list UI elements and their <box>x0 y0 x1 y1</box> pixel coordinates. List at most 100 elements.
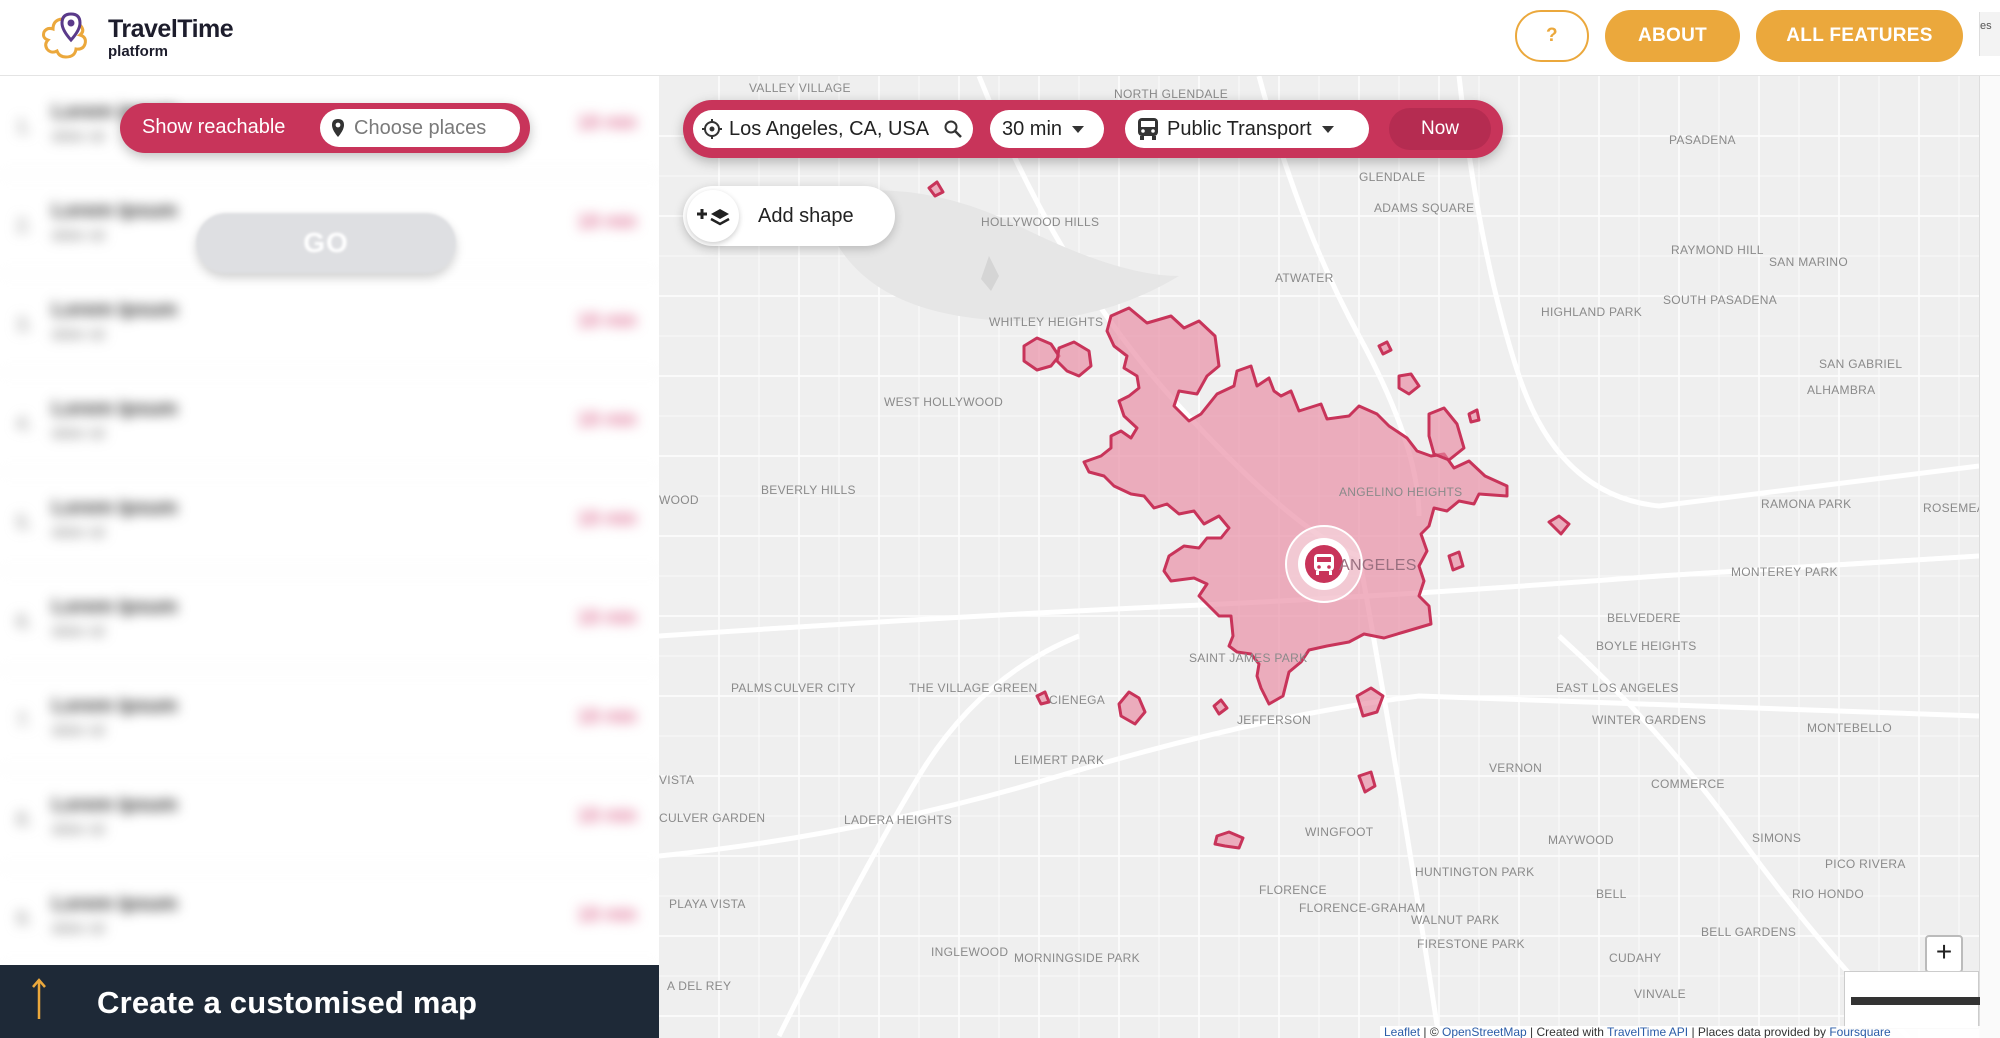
isochrone-island[interactable] <box>1035 690 1051 706</box>
map-place-label: PASADENA <box>1669 133 1736 147</box>
about-button[interactable]: ABOUT <box>1605 10 1740 62</box>
map-place-label: INGLEWOOD <box>931 945 1008 959</box>
places-input-wrapper[interactable] <box>320 109 520 147</box>
all-features-button[interactable]: ALL FEATURES <box>1756 10 1963 62</box>
result-travel-time: 18 min <box>576 211 637 233</box>
result-subtitle: dolor sit <box>52 623 105 640</box>
search-icon[interactable] <box>943 119 963 139</box>
map-place-label: SAN GABRIEL <box>1819 357 1902 371</box>
isochrone-island[interactable] <box>1212 698 1229 716</box>
map-place-label: CUDAHY <box>1609 951 1661 965</box>
minimap-strip <box>1851 997 1980 1005</box>
isochrone-island[interactable] <box>1377 340 1393 356</box>
isochrone-island[interactable] <box>1055 340 1093 378</box>
result-number: 9. <box>16 908 33 930</box>
help-button[interactable]: ? <box>1515 10 1589 62</box>
list-item[interactable]: 4. Lorem Ipsum dolor sit 18 min <box>0 373 659 472</box>
map-place-label: JEFFERSON <box>1237 713 1311 727</box>
traveltime-api-link[interactable]: TravelTime API <box>1607 1026 1689 1038</box>
isochrone-island[interactable] <box>1427 406 1466 462</box>
list-item[interactable]: 2. Lorem Ipsum dolor sit 18 min <box>0 175 659 274</box>
isochrone-island[interactable] <box>1467 408 1481 424</box>
add-shape-button[interactable]: Add shape <box>683 186 895 246</box>
results-list: 1. Lorem Ipsum dolor sit 18 min 2. Lorem Ipsu… <box>0 76 659 967</box>
map-view[interactable]: VALLEY VILLAGE NORTH GLENDALE PASADENA GLEN… <box>659 76 1979 1038</box>
map-place-label: RAYMOND HILL <box>1671 243 1764 257</box>
map-pin-icon <box>332 119 344 137</box>
minimap[interactable] <box>1844 971 1980 1029</box>
result-title: Lorem Ipsum <box>52 794 178 816</box>
map-attribution: Leaflet | © OpenStreetMap | Created with… <box>1380 1026 1980 1038</box>
map-place-label: PLAYA VISTA <box>669 897 746 911</box>
train-icon <box>1138 118 1158 140</box>
map-place-label: GLENDALE <box>1359 170 1425 184</box>
result-travel-time: 18 min <box>576 904 637 926</box>
right-scrollbar[interactable] <box>1979 76 2000 1038</box>
list-item[interactable]: 3. Lorem Ipsum dolor sit 18 min <box>0 274 659 373</box>
result-travel-time: 18 min <box>576 112 637 134</box>
list-item[interactable]: 1. Lorem Ipsum dolor sit 18 min <box>0 76 659 175</box>
map-place-label: VISTA <box>659 773 694 787</box>
results-sidebar: 1. Lorem Ipsum dolor sit 18 min 2. Lorem Ipsu… <box>0 76 659 1038</box>
result-subtitle: dolor sit <box>52 722 105 739</box>
list-item[interactable]: 8. Lorem Ipsum dolor sit 18 min <box>0 769 659 868</box>
map-place-label: PALMS <box>731 681 772 695</box>
location-value: Los Angeles, CA, USA <box>729 117 930 140</box>
result-travel-time: 18 min <box>576 508 637 530</box>
map-canvas[interactable]: VALLEY VILLAGE NORTH GLENDALE PASADENA GLEN… <box>659 76 1979 1038</box>
result-number: 3. <box>16 314 33 336</box>
map-place-label: SOUTH PASADENA <box>1663 293 1777 307</box>
departure-time-button[interactable]: Now <box>1389 108 1491 150</box>
result-subtitle: dolor sit <box>52 326 105 343</box>
list-item[interactable]: 7. Lorem Ipsum dolor sit 18 min <box>0 670 659 769</box>
map-place-label: ALHAMBRA <box>1807 383 1875 397</box>
map-place-label: WHITLEY HEIGHTS <box>989 315 1103 329</box>
foursquare-link[interactable]: Foursquare <box>1829 1026 1891 1038</box>
osm-link[interactable]: OpenStreetMap <box>1442 1026 1527 1038</box>
map-place-label: VINVALE <box>1634 987 1686 1001</box>
traveltime-logo[interactable]: TravelTime platform <box>38 8 258 68</box>
map-place-label: WOOD <box>659 493 699 507</box>
isochrone-main[interactable] <box>1082 306 1509 706</box>
result-title: Lorem Ipsum <box>52 596 178 618</box>
isochrone-island[interactable] <box>1213 830 1245 850</box>
create-map-cta[interactable]: Create a customised map <box>0 965 659 1038</box>
map-place-label: CULVER CITY <box>774 681 856 695</box>
map-place-label: LEIMERT PARK <box>1014 753 1104 767</box>
go-button[interactable]: GO <box>196 213 456 273</box>
isochrone-island[interactable] <box>1355 686 1385 718</box>
isochrone-island[interactable] <box>927 180 945 198</box>
result-number: 1. <box>16 116 33 138</box>
location-input[interactable]: Los Angeles, CA, USA <box>693 110 973 148</box>
map-place-label: RIO HONDO <box>1792 887 1864 901</box>
origin-marker[interactable] <box>1285 525 1363 603</box>
isochrone-island[interactable] <box>1357 770 1377 794</box>
isochrone-island[interactable] <box>1447 550 1465 572</box>
isochrone-island[interactable] <box>1547 514 1571 536</box>
duration-select[interactable]: 30 min <box>990 110 1104 148</box>
isochrone-island[interactable] <box>1397 372 1421 396</box>
isochrone-island[interactable] <box>1117 690 1147 726</box>
list-item[interactable]: 6. Lorem Ipsum dolor sit 18 min <box>0 571 659 670</box>
add-shape-label: Add shape <box>758 205 854 227</box>
choose-places-input[interactable] <box>354 116 494 140</box>
isochrone-island[interactable] <box>1022 336 1061 372</box>
map-place-label: SIMONS <box>1752 831 1801 845</box>
list-item[interactable]: 9. Lorem Ipsum dolor sit 18 min <box>0 868 659 967</box>
result-number: 7. <box>16 710 33 732</box>
result-number: 4. <box>16 413 33 435</box>
result-subtitle: dolor sit <box>52 524 105 541</box>
map-place-label: EAST LOS ANGELES <box>1556 681 1679 695</box>
list-item[interactable]: 5. Lorem Ipsum dolor sit 18 min <box>0 472 659 571</box>
duration-value: 30 min <box>1002 117 1063 140</box>
result-number: 8. <box>16 809 33 831</box>
result-title: Lorem Ipsum <box>52 200 178 222</box>
isochrone-area[interactable] <box>927 180 1571 850</box>
leaflet-link[interactable]: Leaflet <box>1384 1026 1421 1038</box>
edge-tab[interactable]: es <box>1979 12 2000 56</box>
zoom-in-button[interactable]: + <box>1925 935 1963 973</box>
map-place-label: BEVERLY HILLS <box>761 483 856 497</box>
transport-mode-select[interactable]: Public Transport <box>1125 110 1369 148</box>
map-place-label: LADERA HEIGHTS <box>844 813 952 827</box>
result-number: 6. <box>16 611 33 633</box>
